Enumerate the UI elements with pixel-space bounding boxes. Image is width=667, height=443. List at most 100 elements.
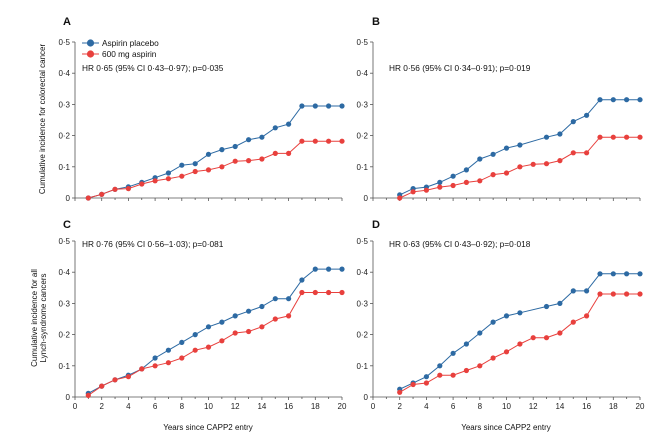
data-point-aspirin-b — [570, 150, 576, 156]
x-tick-label-d: 8 — [478, 402, 483, 411]
series-line-placebo-d — [399, 273, 640, 390]
data-point-aspirin-a — [205, 167, 212, 173]
y-tick-label-b: 0·5 — [356, 38, 368, 47]
data-point-aspirin-d — [597, 291, 603, 297]
data-point-aspirin-a — [339, 138, 345, 144]
data-point-placebo-b — [450, 173, 456, 179]
data-point-aspirin-b — [530, 161, 536, 167]
data-point-aspirin-c — [299, 289, 305, 296]
data-point-placebo-d — [463, 341, 469, 347]
x-tick-label-c: 4 — [126, 402, 131, 411]
data-point-aspirin-c — [112, 377, 118, 383]
y-axis-title-bottom-line2: Lynch-syndrome cancers — [39, 273, 48, 362]
data-point-aspirin-d — [450, 372, 456, 378]
x-tick-label-c: 12 — [231, 402, 240, 411]
data-point-aspirin-d — [517, 341, 523, 347]
y-tick-label-d: 0·4 — [356, 268, 368, 277]
data-point-placebo-a — [312, 103, 318, 109]
data-point-aspirin-b — [490, 172, 496, 178]
data-point-placebo-d — [570, 288, 576, 294]
data-point-aspirin-a — [99, 191, 105, 197]
data-point-placebo-a — [192, 161, 198, 167]
data-point-placebo-c — [339, 266, 345, 272]
data-point-aspirin-b — [450, 182, 456, 189]
data-point-aspirin-c — [312, 289, 318, 296]
data-point-placebo-b — [437, 179, 443, 185]
legend-marker-aspirin — [86, 50, 95, 58]
y-tick-label-a: 0·3 — [58, 100, 70, 109]
data-point-aspirin-d — [530, 335, 536, 341]
x-tick-label-c: 6 — [153, 402, 158, 411]
data-point-aspirin-b — [517, 164, 523, 170]
data-point-placebo-d — [543, 303, 550, 310]
hazard-ratio-annotation-d: HR 0·63 (95% CI 0·43–0·92); p=0·018 — [389, 239, 531, 249]
y-tick-label-c: 0·4 — [58, 268, 70, 277]
x-tick-label-d: 20 — [636, 402, 645, 411]
x-tick-label-c: 14 — [257, 402, 266, 411]
data-point-aspirin-a — [219, 164, 225, 170]
hazard-ratio-annotation-c: HR 0·76 (95% CI 0·56–1·03); p=0·081 — [82, 239, 224, 249]
data-point-placebo-d — [477, 330, 483, 336]
legend-marker-placebo — [86, 39, 95, 47]
x-tick-label-d: 10 — [502, 402, 511, 411]
data-point-aspirin-c — [165, 360, 171, 366]
data-point-aspirin-c — [125, 374, 131, 380]
x-tick-label-c: 8 — [180, 402, 185, 411]
data-point-aspirin-d — [584, 313, 590, 319]
data-point-placebo-d — [597, 271, 603, 277]
data-point-placebo-b — [477, 156, 483, 162]
y-tick-label-b: 0·4 — [356, 69, 368, 78]
legend-label-placebo: Aspirin placebo — [102, 38, 159, 48]
data-point-aspirin-d — [410, 381, 416, 388]
y-tick-label-c: 0·5 — [58, 237, 70, 246]
data-point-aspirin-b — [503, 170, 510, 176]
x-tick-label-d: 14 — [555, 402, 564, 411]
legend-label-aspirin: 600 mg aspirin — [102, 49, 157, 59]
data-point-placebo-a — [259, 134, 265, 140]
data-point-placebo-d — [503, 313, 510, 319]
data-point-placebo-b — [637, 97, 643, 103]
data-point-aspirin-d — [437, 372, 443, 378]
data-point-placebo-a — [339, 103, 345, 109]
data-point-aspirin-b — [584, 150, 590, 156]
data-point-placebo-d — [517, 310, 523, 316]
data-point-aspirin-a — [286, 150, 292, 156]
y-tick-label-d: 0·3 — [356, 299, 368, 308]
data-point-placebo-d — [450, 350, 456, 356]
data-point-aspirin-c — [85, 392, 91, 398]
data-point-placebo-d — [490, 319, 496, 325]
series-line-aspirin-c — [88, 292, 342, 396]
y-tick-label-a: 0·1 — [58, 163, 70, 172]
data-point-placebo-c — [219, 319, 225, 325]
data-point-placebo-a — [165, 170, 171, 176]
data-point-aspirin-a — [139, 181, 145, 187]
data-point-placebo-b — [517, 142, 523, 148]
data-point-aspirin-a — [312, 138, 318, 144]
x-tick-label-d: 4 — [424, 402, 429, 411]
data-point-placebo-a — [246, 137, 252, 143]
data-point-placebo-c — [272, 296, 278, 302]
data-point-placebo-a — [326, 103, 332, 109]
data-point-aspirin-a — [259, 156, 265, 162]
panel-b: 0 0·1 0·2 0·3 0·4 0·5 B HR 0·56 (95% CI 0·34–0·… — [356, 16, 643, 203]
y-tick-label-b: 0·2 — [356, 132, 368, 141]
data-point-aspirin-b — [597, 134, 603, 140]
data-point-aspirin-c — [205, 344, 212, 350]
y-tick-label-c: 0·1 — [58, 362, 70, 371]
data-point-aspirin-b — [477, 178, 483, 184]
data-point-placebo-d — [624, 271, 630, 277]
panel-letter-d: D — [372, 219, 380, 231]
panel-c: 0 0·1 0·2 0·3 0·4 0·5 0 2 4 6 8 10 12 14 16 18 20 C HR 0·7… — [58, 219, 347, 411]
data-point-aspirin-d — [503, 349, 510, 355]
data-point-aspirin-a — [112, 186, 118, 192]
y-tick-label-d: 0·5 — [356, 237, 368, 246]
x-tick-label-d: 12 — [529, 402, 538, 411]
data-point-placebo-d — [610, 271, 616, 277]
data-point-aspirin-b — [410, 189, 416, 195]
data-point-placebo-c — [179, 339, 185, 345]
data-point-aspirin-a — [85, 195, 91, 201]
series-line-placebo-a — [88, 105, 342, 199]
data-point-aspirin-c — [232, 330, 238, 336]
data-point-aspirin-c — [99, 383, 105, 389]
